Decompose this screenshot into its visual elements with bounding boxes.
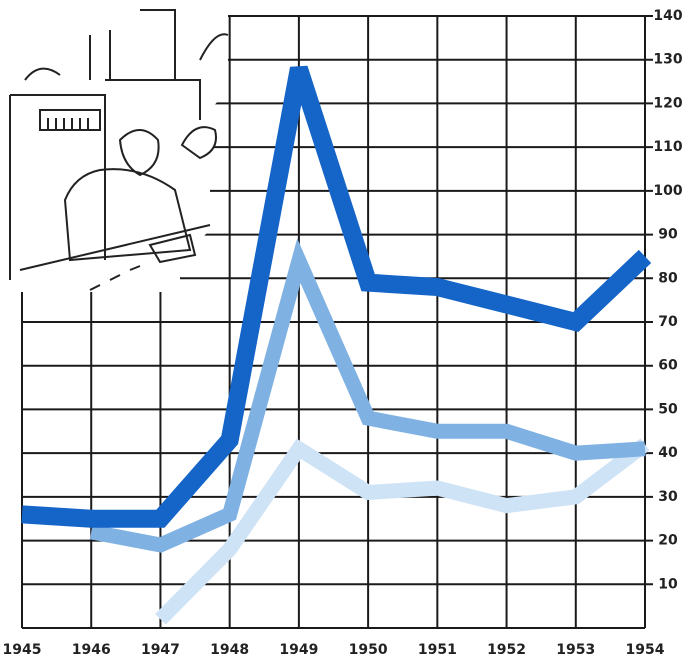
y-tick-label: 20 bbox=[658, 533, 678, 549]
y-tick-label: 100 bbox=[653, 183, 682, 199]
y-tick-label: 10 bbox=[658, 576, 678, 592]
x-tick-label: 1954 bbox=[626, 642, 665, 658]
y-tick-label: 40 bbox=[658, 445, 678, 461]
illustration bbox=[0, 0, 229, 292]
y-tick-label: 110 bbox=[653, 139, 682, 155]
series-line bbox=[89, 238, 646, 553]
x-tick-label: 1953 bbox=[556, 642, 595, 658]
y-tick-label: 50 bbox=[658, 401, 678, 417]
series-line bbox=[21, 65, 652, 528]
x-tick-label: 1947 bbox=[141, 642, 180, 658]
x-tick-label: 1948 bbox=[210, 642, 249, 658]
x-tick-label: 1951 bbox=[418, 642, 457, 658]
x-tick-label: 1946 bbox=[72, 642, 111, 658]
series-line bbox=[155, 438, 650, 625]
y-tick-label: 90 bbox=[658, 227, 678, 243]
y-tick-label: 70 bbox=[658, 314, 678, 330]
y-tick-label: 60 bbox=[658, 358, 678, 374]
y-tick-label: 30 bbox=[658, 489, 678, 505]
y-tick-label: 80 bbox=[658, 270, 678, 286]
x-tick-label: 1950 bbox=[349, 642, 388, 658]
x-tick-label: 1952 bbox=[487, 642, 526, 658]
x-tick-label: 1949 bbox=[279, 642, 318, 658]
x-tick-label: 1945 bbox=[3, 642, 42, 658]
y-tick-label: 120 bbox=[653, 95, 682, 111]
y-tick-label: 130 bbox=[653, 52, 682, 68]
y-tick-label: 140 bbox=[653, 8, 682, 24]
